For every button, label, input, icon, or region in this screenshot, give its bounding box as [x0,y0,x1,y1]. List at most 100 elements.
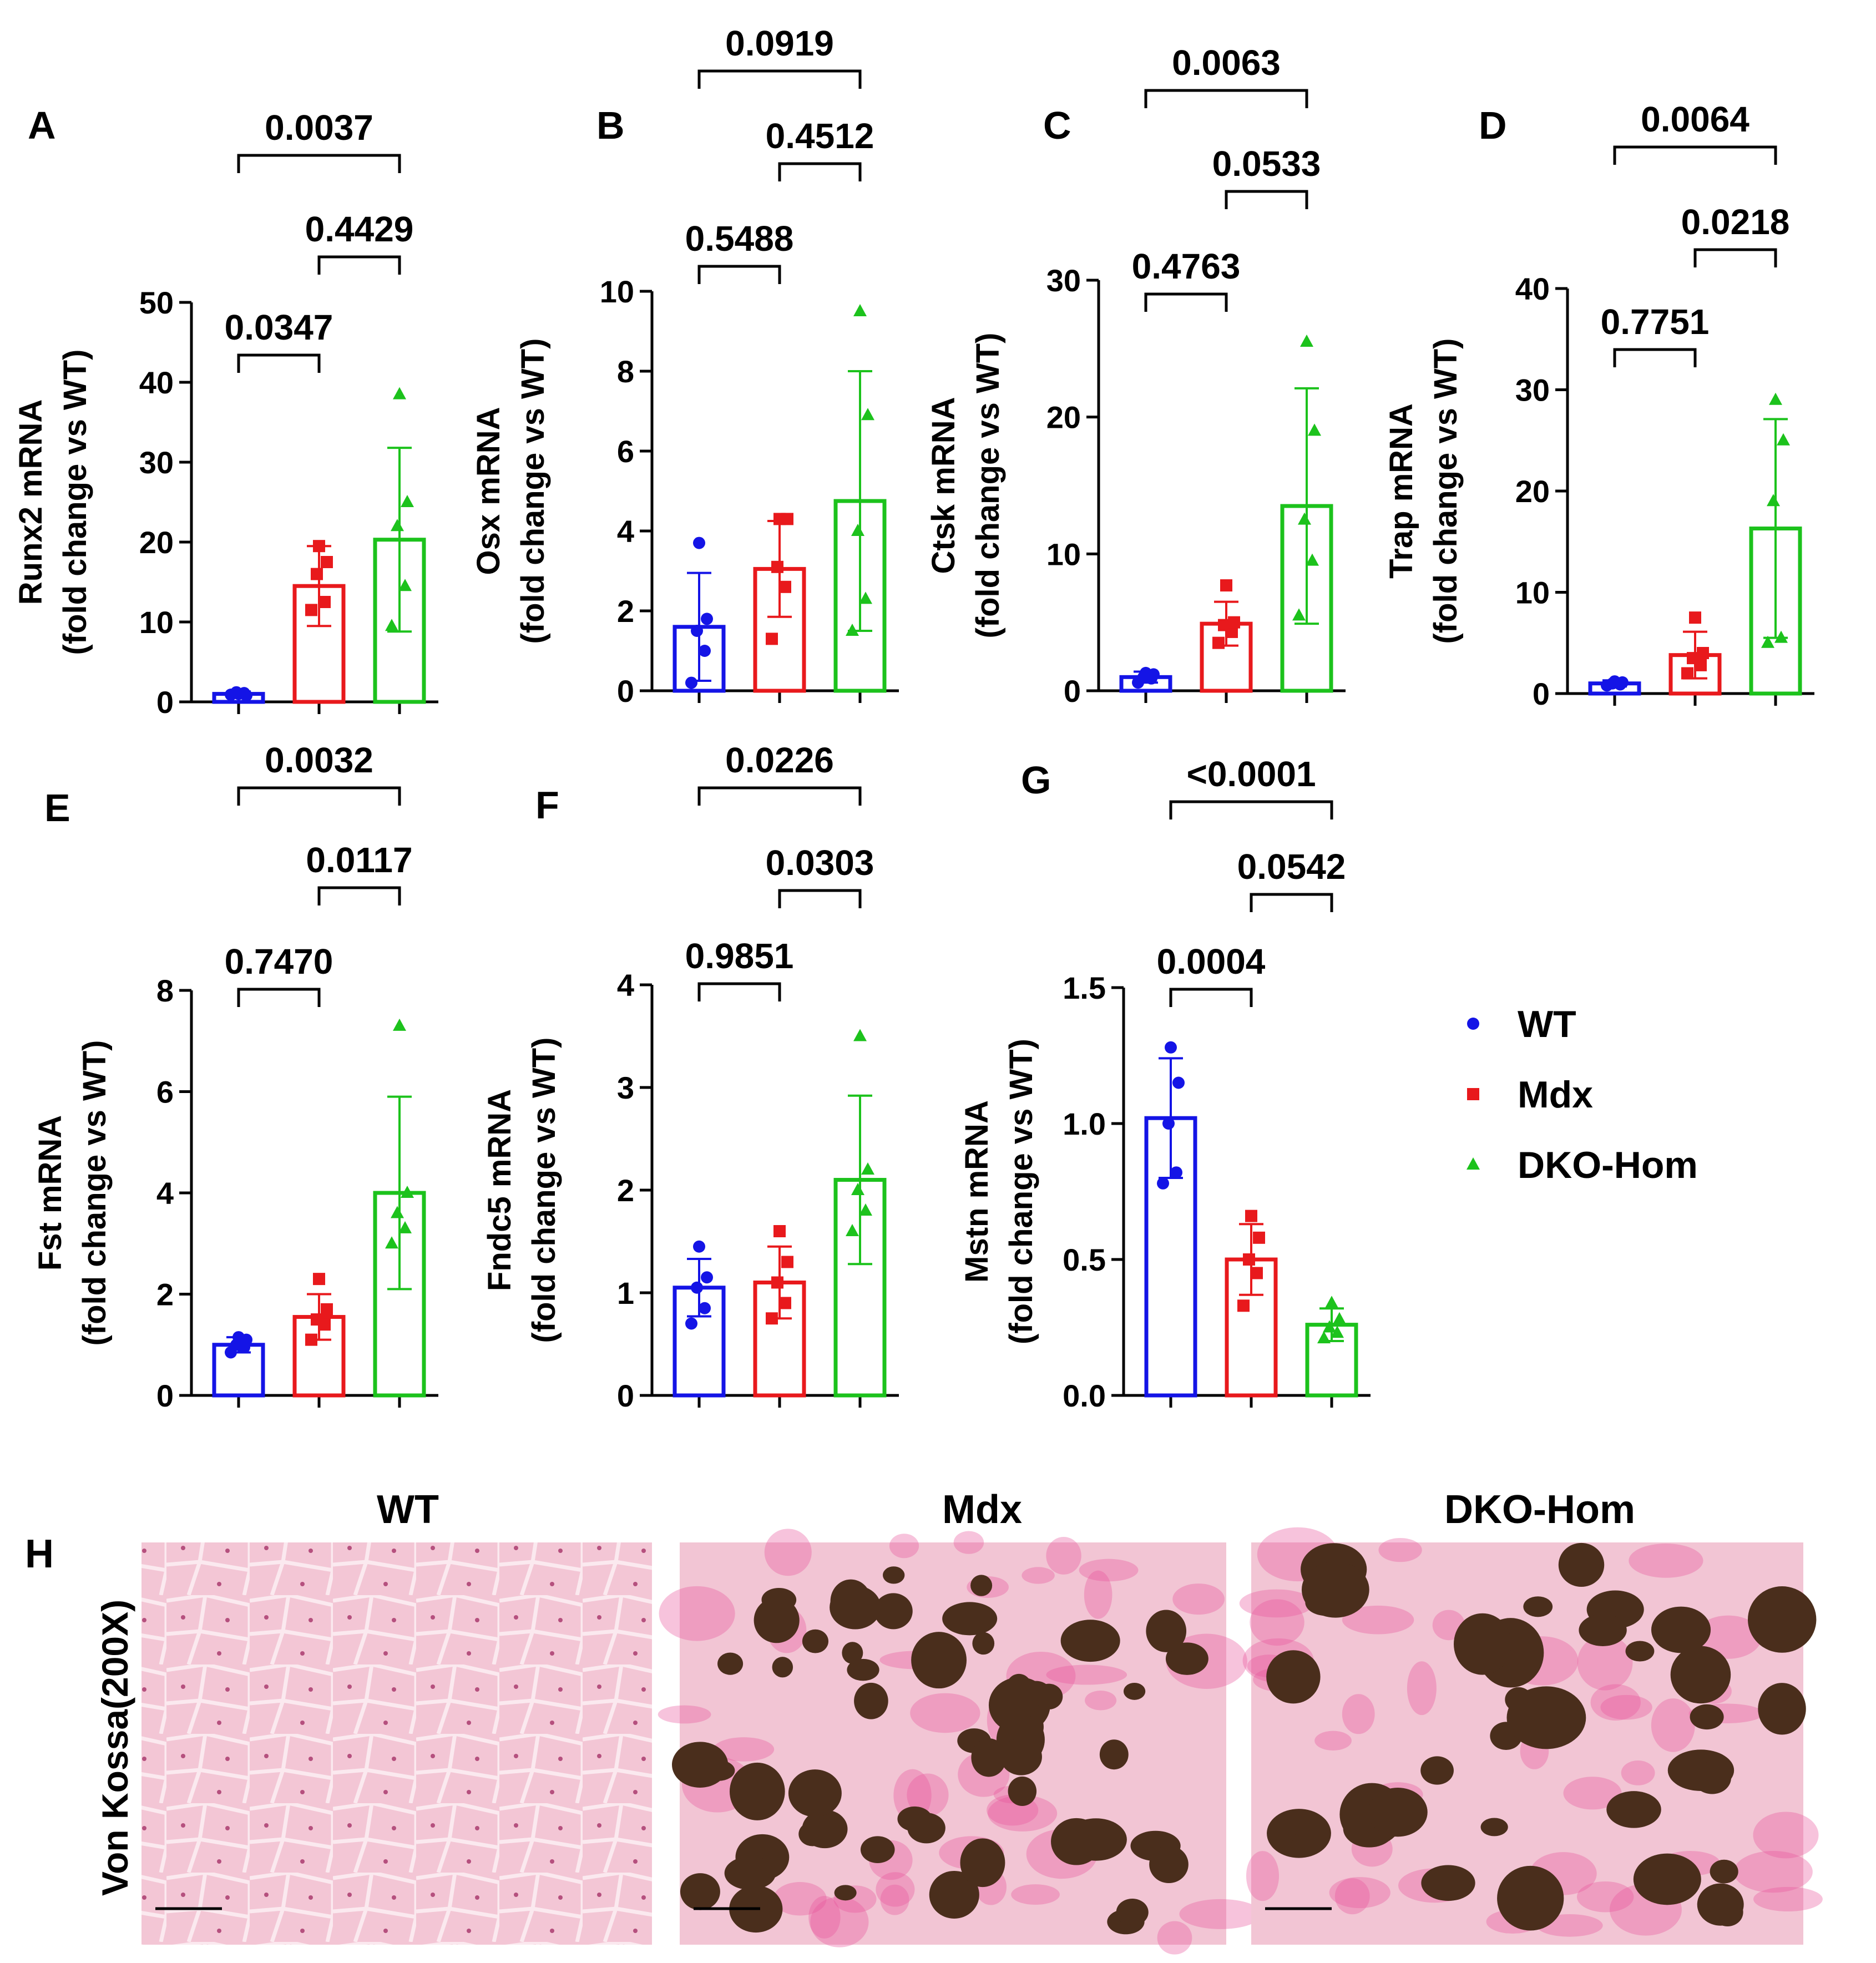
calcium-deposit [1000,1738,1042,1775]
p-value-label: 0.4512 [766,116,874,156]
y-tick-label: 2 [617,1173,634,1208]
y-axis-label-line2: (fold change vs WT) [526,1038,562,1343]
point-dko-hom [1767,494,1780,507]
y-tick-label: 2 [156,1277,174,1312]
point-dko-hom [861,1162,874,1175]
micrograph-wt [141,1542,652,1945]
stain-region [1079,1559,1139,1582]
calcium-deposit [1506,1686,1586,1749]
comparison-bracket [317,255,401,275]
stain-region [1621,1760,1655,1785]
point-dko-hom [1300,335,1313,347]
point-mdx [1697,647,1709,659]
y-tick-label: 0 [156,685,174,720]
stain-region [1342,1605,1414,1635]
calcium-deposit [842,1642,863,1664]
calcium-deposit [1497,1865,1564,1931]
point-wt [699,1302,711,1314]
legend-marker-mdx [1467,1088,1479,1100]
y-axis-label-line2: (fold change vs WT) [1003,1039,1039,1344]
y-tick-label: 4 [156,1176,174,1211]
stain-region [1085,1690,1117,1711]
comparison-bracket [237,786,401,806]
comparison-bracket [1693,248,1777,267]
calcium-deposit [897,1806,932,1832]
point-wt [701,1271,713,1284]
micrograph-panels: H Von Kossa(200X) WT Mdx DKO-Hom [25,1488,1823,1955]
calcium-deposit [717,1652,744,1675]
comparison-bracket [1169,800,1333,819]
point-mdx [1243,1253,1255,1266]
calcium-deposit [1651,1606,1711,1653]
stain-region [1246,1851,1280,1901]
calcium-deposit [1116,1898,1149,1926]
calcium-deposit [1625,1641,1655,1662]
calcium-deposit [1099,1739,1129,1770]
calcium-deposit [1453,1613,1511,1675]
stain-region [659,1586,735,1641]
comparison-bracket [1613,145,1777,165]
stain-region [1250,1599,1304,1646]
point-mdx [779,1297,791,1309]
y-tick-label: 30 [1515,373,1550,408]
stain-region [808,1896,841,1939]
point-mdx [1687,652,1699,665]
y-tick-label: 4 [617,514,634,549]
point-dko-hom [851,524,864,536]
point-dko-hom [385,619,398,631]
chart-b: B 0 2 4 6 8 10 Osx mRNA (fold change vs WT) 0.548… [471,23,899,709]
panel-label: C [1043,104,1071,147]
stain-region [889,1534,919,1559]
panel-label: G [1021,758,1051,802]
stain-region [1695,1615,1762,1659]
y-tick-label: 20 [1046,400,1081,435]
calcium-deposit [860,1836,895,1863]
point-dko-hom [401,1186,414,1198]
y-tick-label: 10 [600,274,634,309]
point-wt [1170,1166,1182,1179]
calcium-deposit [802,1809,848,1849]
calcium-deposit [1146,1610,1187,1652]
chart-e: E 0 2 4 6 8 Fst mRNA (fold change vs WT) 0.7470 0… [32,740,438,1413]
y-tick-label: 50 [139,285,174,320]
p-value-label: 0.0032 [265,740,373,780]
stain-region [907,1773,949,1817]
y-tick-label: 6 [617,434,634,469]
y-tick-label: 20 [139,525,174,560]
point-mdx [773,513,786,525]
y-tick-label: 10 [139,605,174,640]
point-mdx [1220,579,1232,592]
point-dko-hom [1761,635,1774,648]
calcium-deposit [754,1597,800,1643]
y-axis-label-line2: (fold change vs WT) [1428,338,1464,644]
point-mdx [1228,616,1240,629]
calcium-deposit [1693,1762,1731,1794]
p-value-label: 0.0037 [265,108,373,148]
panel-label: A [28,104,56,147]
calcium-deposit [1748,1586,1817,1653]
micrograph-title: WT [377,1488,439,1532]
p-value-label: 0.0226 [725,740,834,780]
point-dko-hom [391,519,404,532]
point-dko-hom [1306,553,1319,566]
calcium-deposit [1008,1776,1037,1807]
calcium-deposit [1029,1688,1051,1702]
point-dko-hom [1331,1325,1344,1338]
point-wt [232,1331,245,1344]
point-dko-hom [398,579,412,591]
y-axis-label-line1: Runx2 mRNA [13,399,49,605]
point-dko-hom [846,1224,859,1236]
point-mdx [773,1225,786,1237]
stain-region [658,1705,711,1724]
y-tick-label: 0 [617,1378,634,1413]
point-dko-hom [859,591,872,604]
point-dko-hom [398,1221,412,1233]
point-mdx [313,540,325,553]
calcium-deposit [1558,1542,1605,1587]
calcium-deposit [971,1738,1007,1777]
stain-region [1084,1570,1113,1619]
calcium-deposit [970,1575,993,1596]
y-tick-label: 4 [617,968,634,1003]
point-dko-hom [853,304,867,316]
